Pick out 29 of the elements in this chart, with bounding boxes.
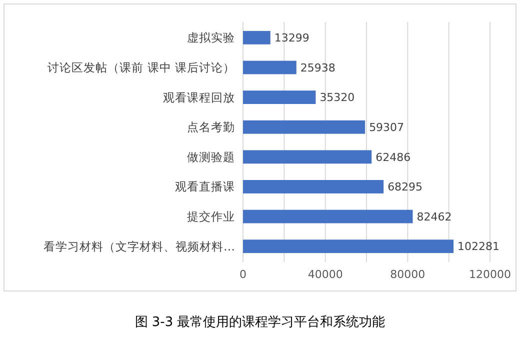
y-tick-label: 点名考勤 — [187, 120, 235, 134]
x-tick-label: 0 — [240, 268, 246, 281]
bar — [243, 210, 413, 224]
y-tick-label: 讨论区发帖（课前 课中 课后讨论） — [48, 60, 235, 74]
bar — [243, 60, 296, 74]
bar — [243, 120, 366, 134]
y-tick-label: 做测验题 — [187, 150, 235, 164]
data-label: 13299 — [274, 32, 310, 44]
data-label: 82462 — [416, 210, 452, 224]
y-tick-label: 看学习材料（文字材料、视频材料… — [44, 239, 235, 254]
data-label: 59307 — [369, 120, 404, 134]
data-label: 35320 — [320, 91, 355, 104]
y-tick-label: 提交作业 — [187, 210, 235, 224]
x-tick-label: 120000 — [469, 268, 511, 281]
bar — [243, 90, 316, 104]
y-tick-label: 虚拟实验 — [187, 30, 235, 45]
bar — [243, 150, 372, 164]
x-tick-label: 40000 — [308, 268, 343, 281]
bar — [243, 240, 454, 254]
bar — [243, 30, 270, 44]
caption: 图 3-3 最常使用的课程学习平台和系统功能 — [134, 315, 386, 330]
y-tick-label: 观看直播课 — [175, 180, 235, 194]
bar — [243, 180, 384, 194]
data-label: 102281 — [458, 240, 500, 254]
data-label: 68295 — [388, 180, 423, 194]
data-label: 62486 — [376, 150, 411, 164]
x-tick-label: 80000 — [390, 268, 426, 281]
data-label: 25938 — [300, 61, 336, 74]
y-tick-label: 观看课程回放 — [163, 90, 235, 104]
